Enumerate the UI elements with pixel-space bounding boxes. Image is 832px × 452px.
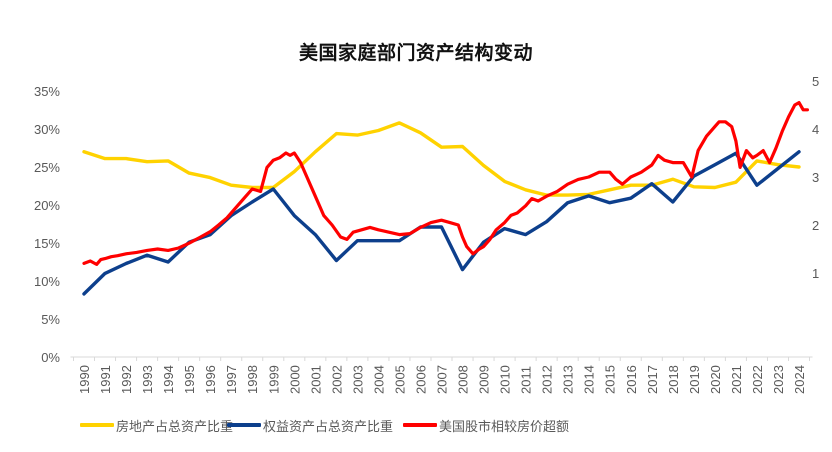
x-tick-label: 2003 [350, 365, 365, 394]
x-tick-label: 2007 [435, 365, 450, 394]
x-tick-label: 2012 [540, 365, 555, 394]
x-tick-label: 2009 [477, 365, 492, 394]
x-tick-label: 2005 [392, 365, 407, 394]
x-tick-label: 2015 [603, 365, 618, 394]
x-tick-label: 2013 [561, 365, 576, 394]
legend-item-real-estate: 房地产占总资产比重 [80, 414, 233, 436]
legend-swatch-equity [227, 423, 261, 427]
x-tick-label: 1993 [140, 365, 155, 394]
x-tick-label: 2018 [666, 365, 681, 394]
x-tick-label: 2022 [750, 365, 765, 394]
x-tick-label: 2016 [624, 365, 639, 394]
x-tick-label: 2019 [687, 365, 702, 394]
left-tick-label: 5% [41, 312, 60, 327]
legend-swatch-excess [403, 423, 437, 427]
legend-label-equity: 权益资产占总资产比重 [263, 419, 394, 435]
right-tick-label: 1 [812, 266, 819, 281]
x-tick-label: 2024 [792, 365, 807, 394]
x-tick-label: 1999 [266, 365, 281, 394]
left-tick-label: 20% [34, 198, 60, 213]
x-tick-label: 1994 [161, 365, 176, 394]
left-tick-label: 15% [34, 236, 60, 251]
right-tick-label: 2 [812, 218, 819, 233]
x-tick-label: 1998 [245, 365, 260, 394]
x-tick-label: 1995 [182, 365, 197, 394]
left-tick-label: 10% [34, 274, 60, 289]
right-tick-label: 5 [812, 74, 819, 89]
left-axis: 0% 5% 10% 15% 20% 25% 30% 35% [34, 84, 60, 365]
legend-item-excess: 美国股市相较房价超额 [403, 414, 569, 436]
x-tick-label: 2023 [771, 365, 786, 394]
left-tick-label: 25% [34, 160, 60, 175]
right-tick-label: 4 [812, 122, 819, 137]
x-axis: 1990 1991 1992 1993 1994 1995 1996 1997 1998 1999… [70, 356, 813, 394]
left-tick-label: 35% [34, 84, 60, 99]
x-tick-label: 1992 [119, 365, 134, 394]
x-tick-label: 2006 [413, 365, 428, 394]
x-tick-label: 1991 [98, 365, 113, 394]
x-tick-label: 2008 [456, 365, 471, 394]
x-tick-label: 1996 [203, 365, 218, 394]
x-tick-label: 2020 [708, 365, 723, 394]
x-tick-label: 2021 [729, 365, 744, 394]
left-tick-label: 0% [41, 350, 60, 365]
legend-item-equity: 权益资产占总资产比重 [227, 414, 393, 436]
series-layer [82, 101, 809, 296]
x-tick-label: 2010 [498, 365, 513, 394]
x-tick-label: 2000 [287, 365, 302, 394]
series-stock-excess [82, 101, 809, 266]
x-tick-label: 1997 [224, 365, 239, 394]
right-tick-label: 3 [812, 170, 819, 185]
x-tick-label: 2001 [308, 365, 323, 394]
x-tick-label: 2014 [582, 365, 597, 394]
left-tick-label: 30% [34, 122, 60, 137]
legend-label-excess: 美国股市相较房价超额 [439, 419, 570, 435]
series-real-estate-share [82, 121, 801, 197]
right-axis: 1 2 3 4 5 [812, 74, 819, 281]
legend-label-real-estate: 房地产占总资产比重 [116, 419, 234, 435]
x-tick-label: 2002 [329, 365, 344, 394]
x-tick-label: 2011 [519, 366, 534, 394]
chart-title: 美国家庭部门资产结构变动 [298, 42, 533, 64]
legend-swatch-real-estate [80, 423, 114, 427]
x-tick-label: 2017 [645, 365, 660, 394]
x-tick-label: 1990 [77, 365, 92, 394]
x-tick-label: 2004 [371, 365, 386, 394]
